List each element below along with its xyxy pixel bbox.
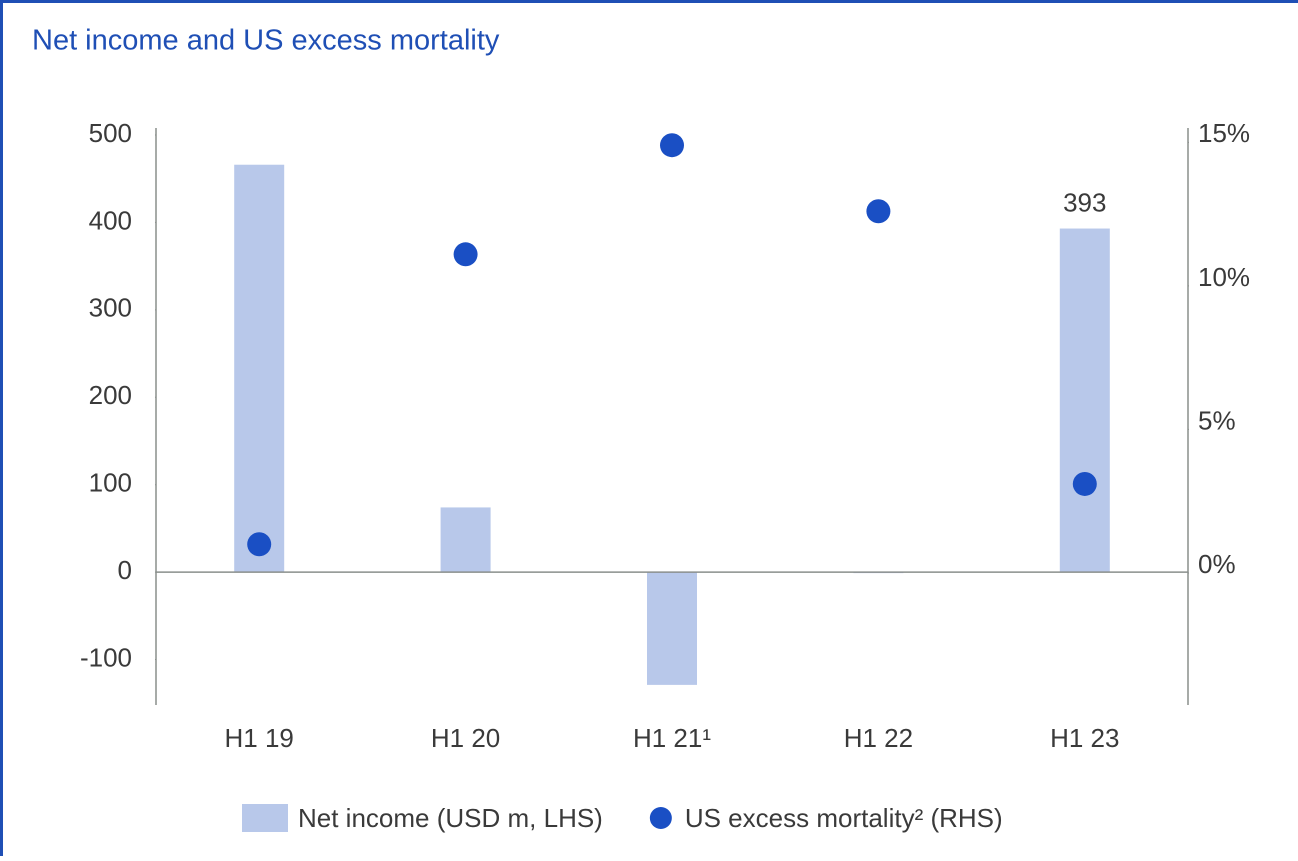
x-tick-label: H1 19 (225, 723, 294, 753)
dot (454, 242, 478, 266)
x-tick-label: H1 21¹ (633, 723, 711, 753)
data-label: 393 (1063, 187, 1106, 217)
y-tick-label: 400 (89, 205, 132, 235)
dot (660, 133, 684, 157)
x-tick-label: H1 20 (431, 723, 500, 753)
bar (647, 572, 697, 685)
y-tick-label: 500 (89, 118, 132, 148)
dot (1073, 472, 1097, 496)
legend-label: US excess mortality² (RHS) (685, 803, 1003, 833)
x-tick-label: H1 22 (844, 723, 913, 753)
x-tick-label: H1 23 (1050, 723, 1119, 753)
y2-tick-label: 15% (1198, 118, 1250, 148)
y-tick-label: 200 (89, 380, 132, 410)
y-tick-label: 0 (118, 555, 132, 585)
dot (866, 199, 890, 223)
legend-swatch (650, 807, 672, 829)
y2-tick-label: 5% (1198, 405, 1236, 435)
y2-tick-label: 0% (1198, 549, 1236, 579)
legend-swatch (242, 804, 288, 832)
bar (234, 165, 284, 572)
dot (247, 532, 271, 556)
chart-title: Net income and US excess mortality (32, 25, 500, 57)
y-tick-label: 300 (89, 293, 132, 323)
bar (1060, 229, 1110, 573)
legend-label: Net income (USD m, LHS) (298, 803, 603, 833)
bar (441, 507, 491, 572)
y2-tick-label: 10% (1198, 262, 1250, 292)
y-tick-label: -100 (80, 642, 132, 672)
y-tick-label: 100 (89, 468, 132, 498)
